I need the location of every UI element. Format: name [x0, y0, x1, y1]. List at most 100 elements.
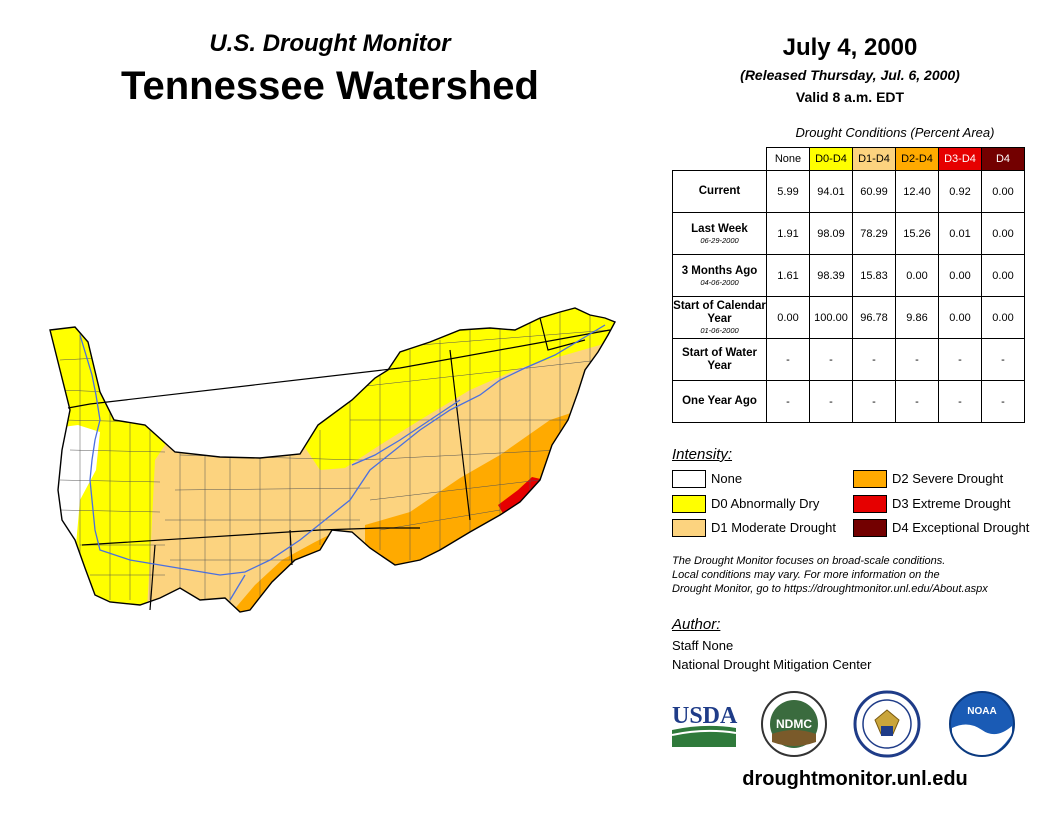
drought-stats-table: None D0-D4 D1-D4 D2-D4 D3-D4 D4 Current … [672, 147, 1025, 423]
row-label-text: Start of Calendar Year [673, 300, 766, 325]
legend-swatch [853, 519, 887, 537]
row-label-one-year-ago: One Year Ago [672, 380, 767, 423]
col-d1-d4: D1-D4 [852, 147, 896, 171]
row-sublabel: 01-06-2000 [700, 326, 739, 335]
row-sublabel: 04-06-2000 [700, 277, 739, 287]
table-cell: 98.39 [809, 254, 853, 297]
col-d0-d4: D0-D4 [809, 147, 853, 171]
author-org: National Drought Mitigation Center [672, 657, 872, 672]
row-label-current: Current [672, 170, 767, 213]
table-header-row: None D0-D4 D1-D4 D2-D4 D3-D4 D4 [673, 147, 1025, 171]
table-cell: 15.83 [852, 254, 896, 297]
legend-swatch [672, 470, 706, 488]
watershed-outline [49, 307, 616, 613]
col-none: None [766, 147, 810, 171]
map-subtitle: U.S. Drought Monitor [209, 30, 451, 57]
table-cell: 0.00 [981, 254, 1025, 297]
row-label-text: Current [698, 185, 741, 197]
table-row: Current 5.99 94.01 60.99 12.40 0.92 0.00 [672, 170, 1025, 213]
table-cell: 0.00 [938, 254, 982, 297]
table-cell: - [809, 338, 853, 381]
table-cell: - [981, 338, 1025, 381]
table-cell: - [938, 380, 982, 423]
table-row: Last Week 06-29-2000 1.91 98.09 78.29 15.… [672, 212, 1025, 255]
table-cell: - [852, 380, 896, 423]
row-label-3-months-ago: 3 Months Ago 04-06-2000 [672, 254, 767, 297]
row-label-start-calendar-year: Start of Calendar Year 01-06-2000 [672, 296, 767, 339]
map-date: July 4, 2000 [782, 34, 918, 61]
legend-label: D0 Abnormally Dry [711, 496, 820, 511]
legend-swatch [672, 495, 706, 513]
col-d3-d4: D3-D4 [938, 147, 982, 171]
release-date: (Released Thursday, Jul. 6, 2000) [740, 67, 960, 83]
table-cell: 9.86 [895, 296, 939, 339]
table-cell: 12.40 [895, 170, 939, 213]
note-line: Drought Monitor, go to https://droughtmo… [672, 583, 988, 595]
table-cell: 0.01 [938, 212, 982, 255]
doc-seal-logo [853, 690, 921, 758]
row-label-text: Last Week [691, 222, 748, 235]
table-cell: 0.00 [766, 296, 810, 339]
d0-area-west [50, 308, 165, 612]
table-cell: 60.99 [852, 170, 896, 213]
note-line: Local conditions may vary. For more info… [672, 569, 940, 581]
table-corner [673, 148, 767, 171]
table-row: 3 Months Ago 04-06-2000 1.61 98.39 15.83 … [672, 254, 1025, 297]
valid-time: Valid 8 a.m. EDT [795, 89, 905, 105]
table-cell: 0.00 [981, 212, 1025, 255]
table-cell: 96.78 [852, 296, 896, 339]
state-boundaries [67, 317, 611, 611]
note-line: The Drought Monitor focuses on broad-sca… [672, 555, 946, 567]
disclaimer-note: The Drought Monitor focuses on broad-sca… [672, 554, 1052, 596]
table-row: Start of Calendar Year 01-06-2000 0.00 10… [672, 296, 1025, 339]
usda-logo-text: USDA [672, 703, 738, 729]
table-cell: 1.61 [766, 254, 810, 297]
table-cell: - [938, 338, 982, 381]
table-cell: 15.26 [895, 212, 939, 255]
table-cell: - [809, 380, 853, 423]
table-row: Start of Water Year - - - - - - [672, 338, 1025, 381]
drought-map [49, 307, 616, 613]
row-label-text: 3 Months Ago [681, 264, 758, 277]
table-cell: 0.00 [895, 254, 939, 297]
table-cell: 5.99 [766, 170, 810, 213]
table-cell: - [852, 338, 896, 381]
legend-swatch [672, 519, 706, 537]
row-label-text: One Year Ago [682, 395, 757, 407]
table-cell: - [895, 338, 939, 381]
col-d4: D4 [981, 147, 1025, 171]
table-cell: - [895, 380, 939, 423]
legend-swatch [853, 495, 887, 513]
col-d2-d4: D2-D4 [895, 147, 939, 171]
row-label-last-week: Last Week 06-29-2000 [672, 212, 767, 255]
table-cell: - [766, 338, 810, 381]
row-label-start-water-year: Start of Water Year [672, 338, 767, 381]
author-name: Staff None [672, 638, 734, 653]
table-cell: 78.29 [852, 212, 896, 255]
row-sublabel: 06-29-2000 [700, 235, 739, 245]
ndmc-logo: NDMC [761, 691, 827, 757]
legend-label: None [711, 471, 743, 486]
table-cell: 0.92 [938, 170, 982, 213]
map-title: Tennessee Watershed [121, 64, 539, 108]
table-cell: 0.00 [938, 296, 982, 339]
table-cell: - [981, 380, 1025, 423]
noaa-logo-text: NOAA [967, 706, 996, 717]
author-title: Author: [672, 616, 721, 633]
table-caption: Drought Conditions (Percent Area) [795, 125, 995, 140]
table-cell: - [766, 380, 810, 423]
row-label-text: Start of Water Year [682, 346, 757, 372]
legend-title: Intensity: [672, 446, 733, 463]
website-link[interactable]: droughtmonitor.unl.edu [742, 768, 968, 790]
usda-logo-hills [672, 725, 736, 747]
legend-label: D4 Exceptional Drought [892, 520, 1030, 535]
ndmc-logo-text: NDMC [776, 717, 812, 731]
legend-label: D2 Severe Drought [892, 471, 1004, 486]
legend-swatch [853, 470, 887, 488]
table-cell: 0.00 [981, 170, 1025, 213]
table-row: One Year Ago - - - - - - [672, 380, 1025, 423]
table-cell: 94.01 [809, 170, 853, 213]
table-cell: 98.09 [809, 212, 853, 255]
legend-label: D1 Moderate Drought [711, 520, 837, 535]
rivers [79, 324, 606, 601]
